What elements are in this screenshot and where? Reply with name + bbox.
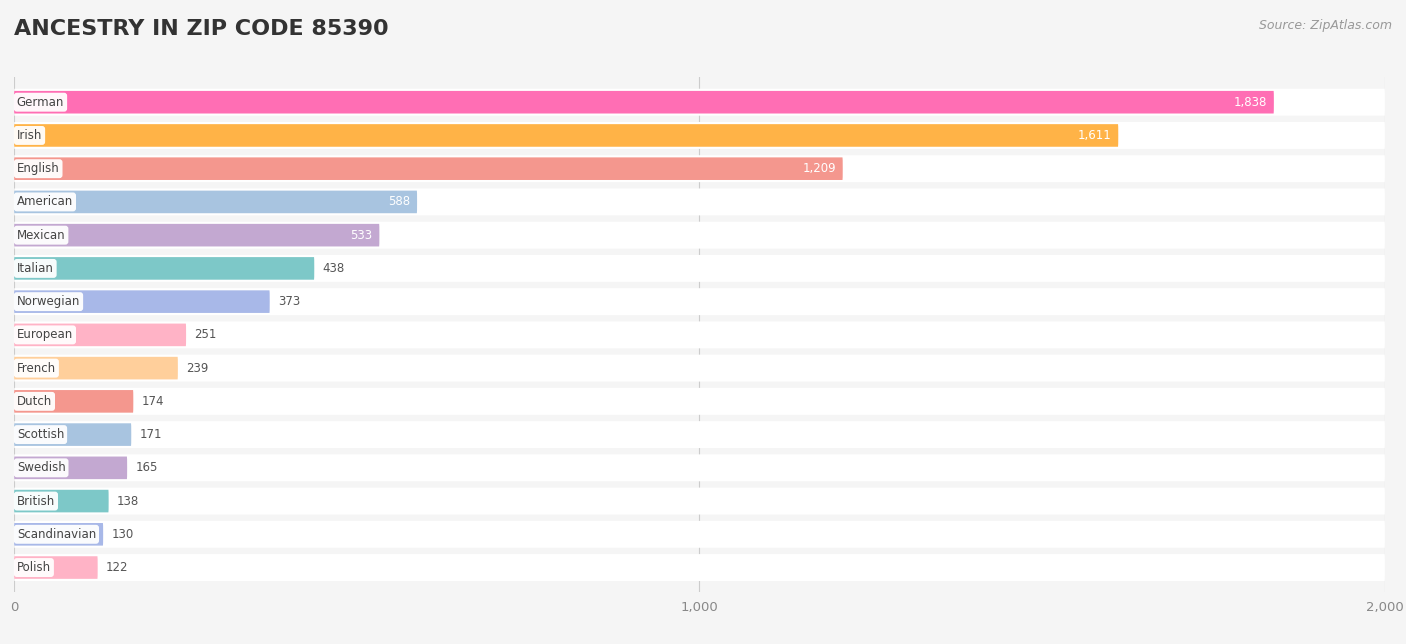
FancyBboxPatch shape [14, 357, 179, 379]
FancyBboxPatch shape [14, 355, 1385, 382]
FancyBboxPatch shape [14, 122, 1385, 149]
FancyBboxPatch shape [14, 155, 1385, 182]
FancyBboxPatch shape [14, 323, 186, 346]
Text: Mexican: Mexican [17, 229, 66, 242]
Text: 373: 373 [278, 295, 301, 308]
Text: 438: 438 [322, 262, 344, 275]
FancyBboxPatch shape [14, 388, 1385, 415]
FancyBboxPatch shape [14, 554, 1385, 581]
Text: 1,209: 1,209 [803, 162, 837, 175]
FancyBboxPatch shape [14, 288, 1385, 315]
Text: Dutch: Dutch [17, 395, 52, 408]
FancyBboxPatch shape [14, 191, 418, 213]
FancyBboxPatch shape [14, 91, 1274, 113]
FancyBboxPatch shape [14, 89, 1385, 116]
FancyBboxPatch shape [14, 423, 131, 446]
Text: 239: 239 [186, 362, 208, 375]
FancyBboxPatch shape [14, 157, 842, 180]
FancyBboxPatch shape [14, 257, 315, 279]
Text: 165: 165 [135, 461, 157, 475]
FancyBboxPatch shape [14, 255, 1385, 282]
Text: American: American [17, 195, 73, 209]
FancyBboxPatch shape [14, 490, 108, 513]
Text: 171: 171 [139, 428, 162, 441]
FancyBboxPatch shape [14, 457, 127, 479]
Text: Polish: Polish [17, 561, 51, 574]
Text: Source: ZipAtlas.com: Source: ZipAtlas.com [1258, 19, 1392, 32]
FancyBboxPatch shape [14, 189, 1385, 215]
FancyBboxPatch shape [14, 488, 1385, 515]
FancyBboxPatch shape [14, 390, 134, 413]
Text: 533: 533 [350, 229, 373, 242]
Text: English: English [17, 162, 59, 175]
FancyBboxPatch shape [14, 556, 97, 579]
Text: 138: 138 [117, 495, 139, 507]
FancyBboxPatch shape [14, 521, 1385, 548]
Text: 1,838: 1,838 [1233, 96, 1267, 109]
Text: British: British [17, 495, 55, 507]
Text: 251: 251 [194, 328, 217, 341]
FancyBboxPatch shape [14, 222, 1385, 249]
Text: 122: 122 [105, 561, 128, 574]
FancyBboxPatch shape [14, 455, 1385, 481]
Text: European: European [17, 328, 73, 341]
Text: 588: 588 [388, 195, 411, 209]
Text: Norwegian: Norwegian [17, 295, 80, 308]
Text: 130: 130 [111, 528, 134, 541]
FancyBboxPatch shape [14, 224, 380, 247]
FancyBboxPatch shape [14, 124, 1118, 147]
Text: 174: 174 [142, 395, 165, 408]
FancyBboxPatch shape [14, 421, 1385, 448]
Text: Scandinavian: Scandinavian [17, 528, 96, 541]
Text: Scottish: Scottish [17, 428, 65, 441]
FancyBboxPatch shape [14, 290, 270, 313]
Text: ANCESTRY IN ZIP CODE 85390: ANCESTRY IN ZIP CODE 85390 [14, 19, 388, 39]
Text: 1,611: 1,611 [1077, 129, 1111, 142]
Text: Irish: Irish [17, 129, 42, 142]
FancyBboxPatch shape [14, 321, 1385, 348]
Text: German: German [17, 96, 65, 109]
Text: Italian: Italian [17, 262, 53, 275]
Text: Swedish: Swedish [17, 461, 66, 475]
Text: French: French [17, 362, 56, 375]
FancyBboxPatch shape [14, 523, 103, 545]
